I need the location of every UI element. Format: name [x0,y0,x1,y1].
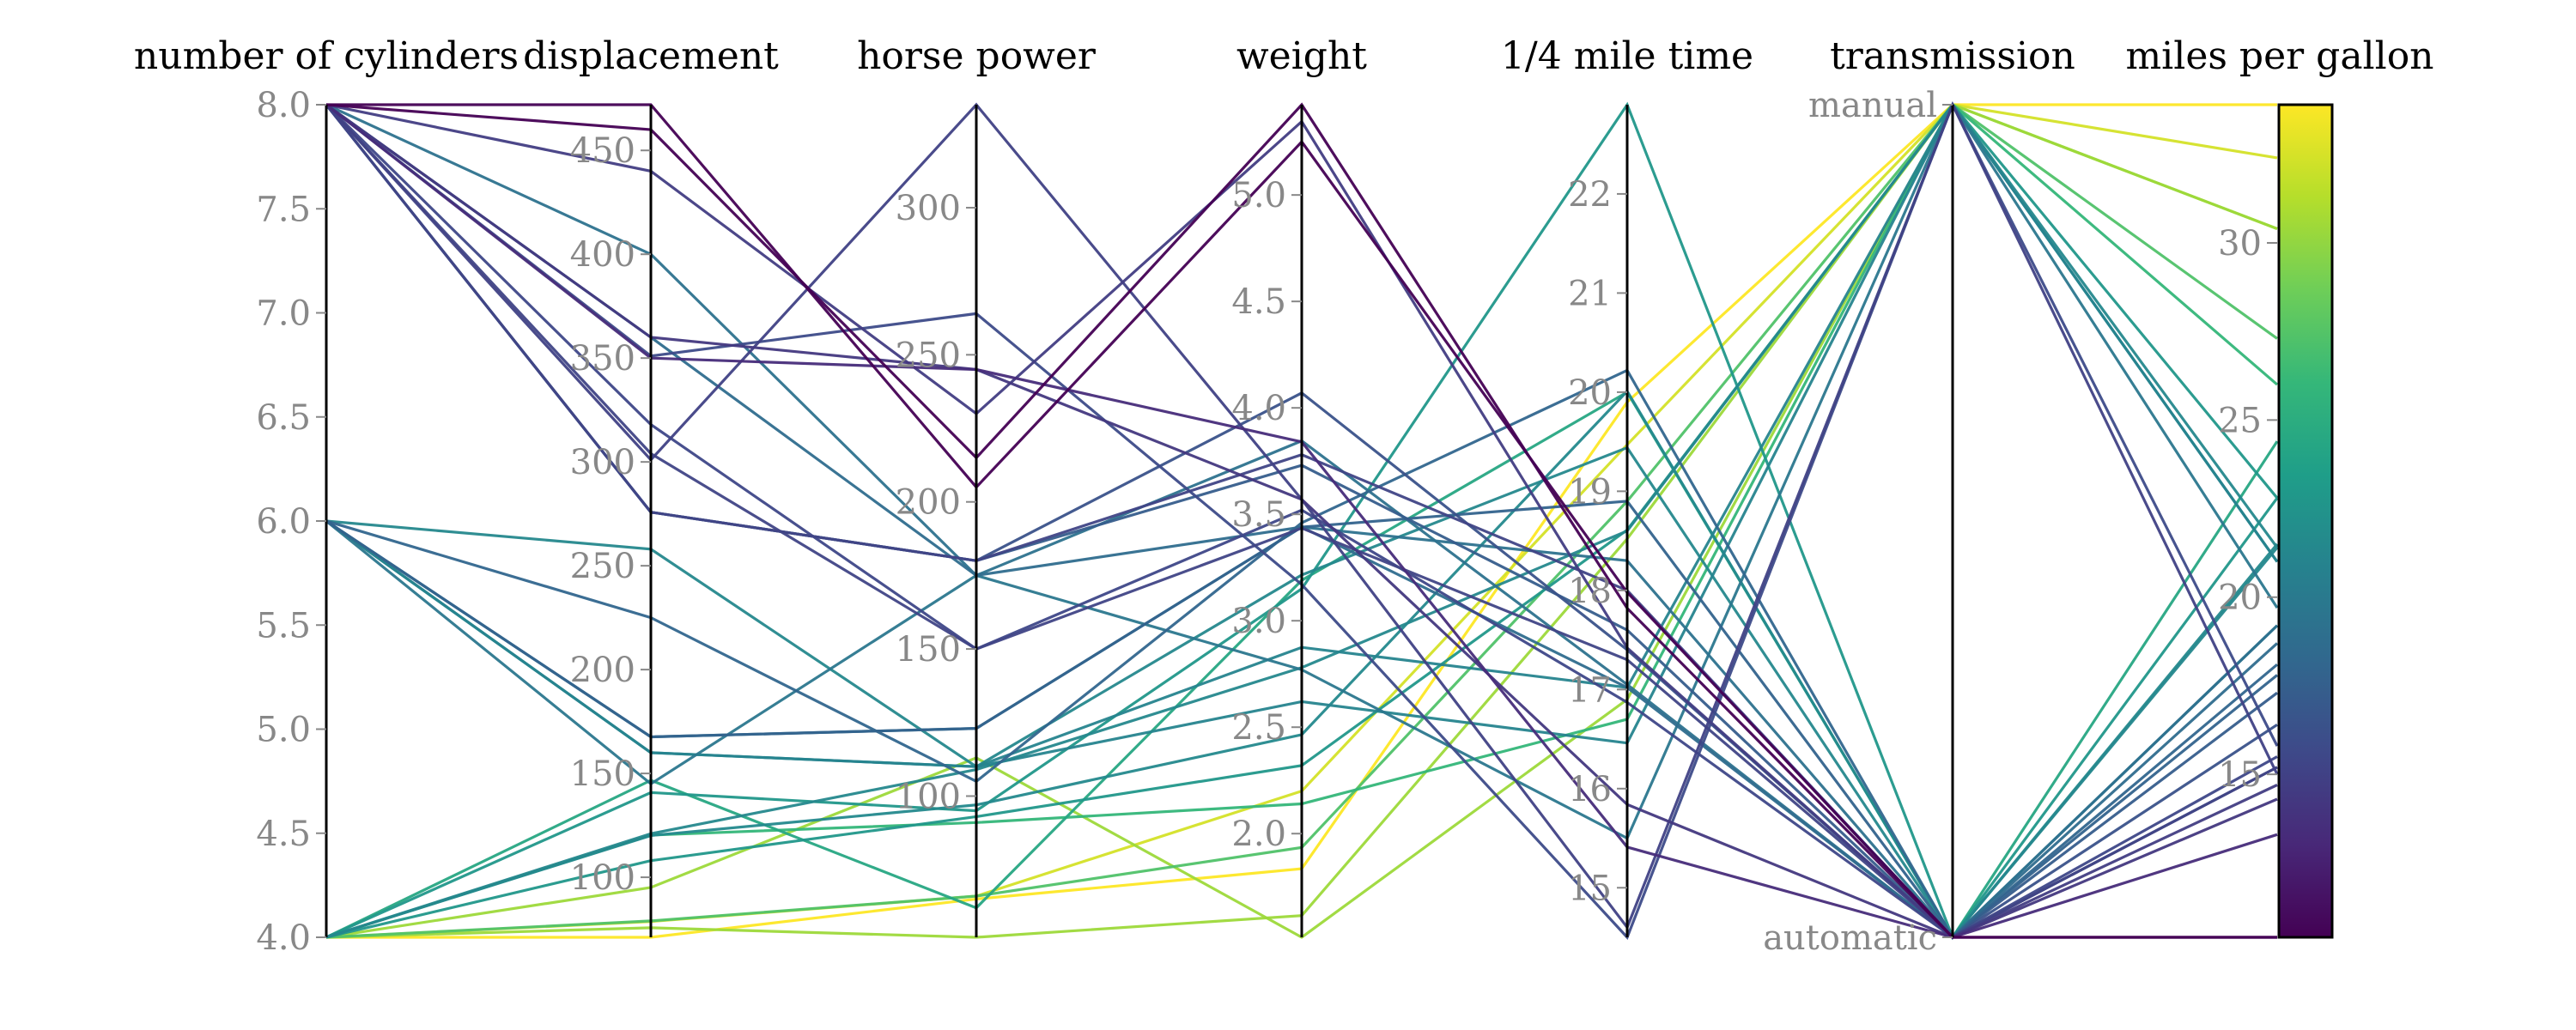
tick-label-mpg-3: 30 [2218,224,2262,264]
tick-label-hp-4: 300 [896,189,961,228]
axis-title-disp: displacement [523,34,779,78]
tick-label-disp-5: 350 [570,339,635,379]
tick-label-disp-0: 100 [570,858,635,898]
axis-wt: 2.0 2.5 3.0 3.5 4.0 4.5 5.0 weight [1231,34,1367,937]
tick-label-disp-2: 200 [570,651,635,690]
tick-label-qsec-2: 17 [1568,670,1612,710]
tick-label-am-1: manual [1808,86,1937,125]
tick-label-disp-3: 250 [570,547,635,586]
tick-label-hp-0: 100 [896,777,961,816]
tick-label-cyl-5: 6.5 [256,398,311,438]
axes: 4.0 4.5 5.0 5.5 6.0 6.5 7.0 7.5 8.0 number of cyl… [134,34,2434,958]
tick-label-cyl-3: 5.5 [256,606,311,645]
tick-label-qsec-7: 22 [1568,175,1612,215]
tick-label-cyl-2: 5.0 [256,711,311,750]
tick-label-cyl-0: 4.0 [256,918,311,958]
tick-label-disp-1: 150 [570,754,635,794]
tick-label-cyl-4: 6.0 [256,502,311,542]
tick-label-hp-1: 150 [896,630,961,670]
axis-disp: 100 150 200 250 300 350 400 450 displacement [523,34,779,937]
tick-label-cyl-6: 7.0 [256,294,311,334]
tick-label-disp-4: 300 [570,443,635,482]
tick-label-qsec-6: 21 [1568,274,1612,313]
axis-cyl: 4.0 4.5 5.0 5.5 6.0 6.5 7.0 7.5 8.0 number of cyl… [134,34,519,958]
tick-label-qsec-1: 16 [1568,770,1612,809]
axis-mpg: 15 20 25 30 miles per gallon [2125,34,2433,795]
tick-label-cyl-7: 7.5 [256,190,311,229]
tick-label-qsec-4: 19 [1568,472,1612,512]
tick-label-wt-0: 2.0 [1231,815,1286,854]
tick-label-cyl-1: 4.5 [256,815,311,854]
tick-label-disp-7: 450 [570,131,635,171]
axis-title-am: transmission [1830,34,2075,78]
tick-label-wt-2: 3.0 [1231,602,1286,641]
tick-label-wt-6: 5.0 [1231,176,1286,215]
tick-label-wt-5: 4.5 [1231,282,1286,322]
tick-label-cyl-8: 8.0 [256,86,311,125]
tick-label-mpg-0: 15 [2218,755,2262,795]
tick-label-hp-2: 200 [896,483,961,523]
axis-am: automatic manual transmission [1763,34,2075,958]
tick-label-mpg-2: 25 [2218,401,2262,440]
axis-title-mpg: miles per gallon [2125,34,2433,78]
colorbar-gradient [2277,103,2334,939]
tick-label-mpg-1: 20 [2218,579,2262,618]
axis-title-cyl: number of cylinders [134,34,519,78]
axis-title-hp: horse power [857,34,1097,78]
tick-label-wt-4: 4.0 [1231,389,1286,428]
colorbar [2277,103,2334,939]
axis-title-qsec: 1/4 mile time [1501,34,1753,78]
tick-label-qsec-3: 18 [1568,572,1612,611]
tick-label-wt-1: 2.5 [1231,708,1286,748]
tick-label-wt-3: 3.5 [1231,495,1286,535]
tick-label-am-0: automatic [1763,918,1937,958]
tick-label-qsec-0: 15 [1568,869,1612,908]
axis-hp: 100 150 200 250 300 horse power [857,34,1097,937]
tick-label-hp-3: 250 [896,336,961,375]
tick-label-disp-6: 400 [570,235,635,275]
tick-label-qsec-5: 20 [1568,373,1612,413]
axis-qsec: 15 16 17 18 19 20 21 22 1/4 mile time [1501,34,1753,937]
axis-title-wt: weight [1236,34,1367,78]
